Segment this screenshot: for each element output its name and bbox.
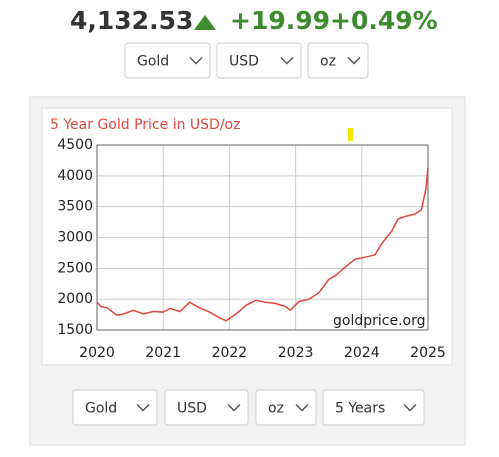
dropdown[interactable]: USD bbox=[164, 389, 249, 426]
plot: 1500 2000 2500 3000 3500 4000 4500 2020 2021 2022… bbox=[57, 137, 445, 361]
x-tick-label: 2025 bbox=[410, 345, 446, 361]
price-line bbox=[96, 167, 429, 322]
dropdown-box[interactable] bbox=[124, 42, 211, 79]
dropdown[interactable]: 5 Years bbox=[322, 389, 425, 426]
marker bbox=[348, 128, 353, 141]
y-tick-label: 4500 bbox=[57, 137, 93, 153]
dropdown-box[interactable] bbox=[307, 42, 369, 79]
y-tick-label: 4000 bbox=[57, 168, 93, 184]
price: 4,132.53 bbox=[70, 6, 193, 35]
dropdown[interactable]: oz bbox=[255, 389, 317, 426]
y-tick-label: 1500 bbox=[57, 322, 93, 338]
chevron[interactable] bbox=[136, 403, 150, 412]
chevron[interactable] bbox=[280, 56, 294, 65]
dropdown-label[interactable]: oz bbox=[320, 54, 336, 70]
source: goldprice.org bbox=[333, 313, 425, 329]
dropdown-label[interactable]: Gold bbox=[137, 54, 169, 70]
dropdown-box[interactable] bbox=[216, 42, 302, 79]
x-tick-label: 2023 bbox=[278, 345, 314, 361]
dropdown[interactable]: oz bbox=[307, 42, 369, 79]
y-tick-label: 2500 bbox=[57, 260, 93, 276]
dropdown-label[interactable]: USD bbox=[177, 401, 207, 417]
dropdown-label[interactable]: oz bbox=[268, 401, 284, 417]
chevron[interactable] bbox=[403, 403, 417, 412]
bottom-controls: Gold USD oz 5 Years bbox=[72, 389, 425, 426]
y-tick-label: 2000 bbox=[57, 291, 93, 307]
dropdown-box[interactable] bbox=[255, 389, 317, 426]
y-tick-label: 3000 bbox=[57, 230, 93, 246]
chart-title: 5 Year Gold Price in USD/oz bbox=[50, 117, 240, 133]
change: +19.99 bbox=[230, 6, 330, 35]
dropdown-label[interactable]: USD bbox=[229, 54, 259, 70]
dropdown-label[interactable]: 5 Years bbox=[335, 401, 385, 417]
chevron[interactable] bbox=[347, 56, 361, 65]
top-controls: Gold USD oz bbox=[124, 42, 369, 79]
dropdown-box[interactable] bbox=[322, 389, 425, 426]
chart-area bbox=[41, 107, 453, 366]
x-tick-label: 2020 bbox=[79, 345, 115, 361]
x-tick-label: 2024 bbox=[344, 345, 380, 361]
dropdown[interactable]: Gold bbox=[124, 42, 211, 79]
up-arrow bbox=[194, 15, 216, 30]
plot-frame bbox=[96, 144, 429, 331]
dropdown[interactable]: Gold bbox=[72, 389, 158, 426]
change-percent: +0.49% bbox=[330, 6, 438, 35]
dropdown-box[interactable] bbox=[164, 389, 249, 426]
chevron[interactable] bbox=[227, 403, 241, 412]
chevron[interactable] bbox=[189, 56, 203, 65]
chevron[interactable] bbox=[295, 403, 309, 412]
x-tick-label: 2022 bbox=[212, 345, 248, 361]
dropdown-box[interactable] bbox=[72, 389, 158, 426]
y-tick-label: 3500 bbox=[57, 199, 93, 215]
dropdown-label[interactable]: Gold bbox=[85, 401, 117, 417]
x-tick-label: 2021 bbox=[145, 345, 181, 361]
dropdown[interactable]: USD bbox=[216, 42, 302, 79]
